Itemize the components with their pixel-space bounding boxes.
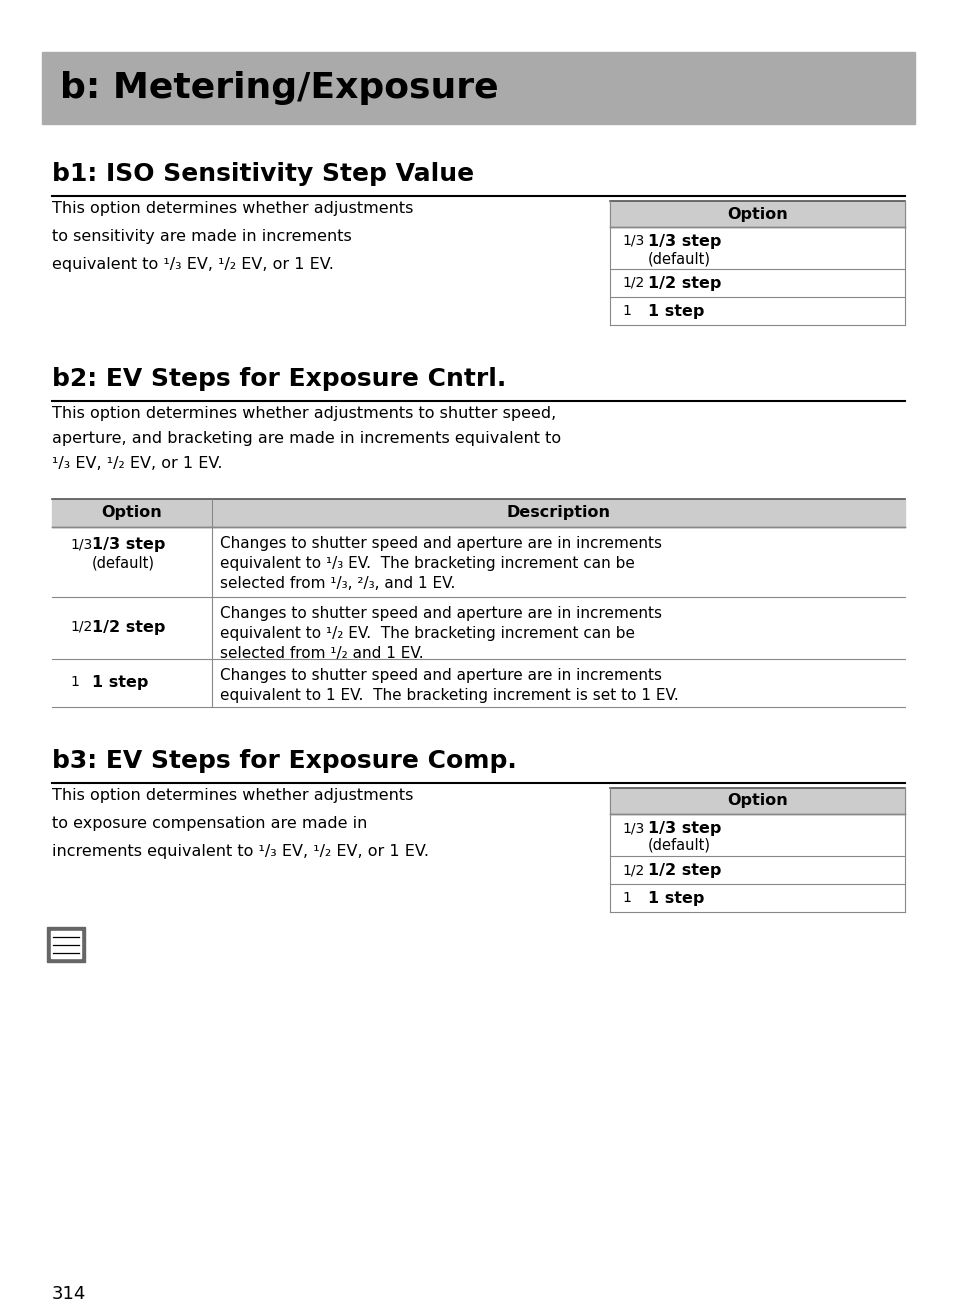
- Text: 1: 1: [70, 675, 79, 689]
- Text: 1/3: 1/3: [70, 537, 92, 551]
- Text: Changes to shutter speed and aperture are in increments: Changes to shutter speed and aperture ar…: [220, 606, 661, 622]
- Text: Changes to shutter speed and aperture are in increments: Changes to shutter speed and aperture ar…: [220, 536, 661, 551]
- Text: (default): (default): [647, 838, 710, 853]
- Text: 1 step: 1 step: [647, 891, 703, 905]
- Text: b2: EV Steps for Exposure Cntrl.: b2: EV Steps for Exposure Cntrl.: [52, 367, 506, 392]
- Bar: [42, 53, 914, 124]
- Bar: [51, 932, 81, 958]
- Text: equivalent to ¹/₃ EV, ¹/₂ EV, or 1 EV.: equivalent to ¹/₃ EV, ¹/₂ EV, or 1 EV.: [52, 258, 334, 272]
- Bar: [47, 926, 85, 962]
- Text: This option determines whether adjustments to shutter speed,: This option determines whether adjustmen…: [52, 406, 556, 420]
- Text: 1/3 step: 1/3 step: [647, 234, 720, 248]
- Text: Changes to shutter speed and aperture are in increments: Changes to shutter speed and aperture ar…: [220, 668, 661, 683]
- Text: b3: EV Steps for Exposure Comp.: b3: EV Steps for Exposure Comp.: [52, 749, 517, 773]
- Text: 1/2: 1/2: [70, 620, 92, 633]
- Bar: [609, 201, 904, 227]
- Text: This option determines whether adjustments: This option determines whether adjustmen…: [52, 788, 413, 803]
- Text: 1/2: 1/2: [621, 863, 643, 876]
- Text: ¹/₃ EV, ¹/₂ EV, or 1 EV.: ¹/₃ EV, ¹/₂ EV, or 1 EV.: [52, 456, 222, 470]
- Text: equivalent to ¹/₂ EV.  The bracketing increment can be: equivalent to ¹/₂ EV. The bracketing inc…: [220, 625, 635, 641]
- Text: (default): (default): [91, 555, 154, 570]
- Text: Option: Option: [726, 206, 787, 222]
- Text: b1: ISO Sensitivity Step Value: b1: ISO Sensitivity Step Value: [52, 162, 474, 187]
- Text: 1/3 step: 1/3 step: [647, 821, 720, 836]
- Text: to sensitivity are made in increments: to sensitivity are made in increments: [52, 229, 352, 244]
- Text: 1/2 step: 1/2 step: [647, 276, 720, 290]
- Text: Option: Option: [102, 506, 162, 520]
- Text: This option determines whether adjustments: This option determines whether adjustmen…: [52, 201, 413, 215]
- Text: (default): (default): [647, 251, 710, 265]
- Bar: [609, 788, 904, 813]
- Text: to exposure compensation are made in: to exposure compensation are made in: [52, 816, 367, 830]
- Text: 1 step: 1 step: [91, 675, 149, 690]
- Text: 1 step: 1 step: [647, 304, 703, 319]
- Text: 1: 1: [621, 891, 630, 905]
- Text: Option: Option: [726, 794, 787, 808]
- Text: 1/2 step: 1/2 step: [647, 863, 720, 878]
- Text: 1/3: 1/3: [621, 821, 643, 834]
- Text: b: Metering/Exposure: b: Metering/Exposure: [60, 71, 498, 105]
- Text: 1/3 step: 1/3 step: [91, 537, 165, 552]
- Text: equivalent to 1 EV.  The bracketing increment is set to 1 EV.: equivalent to 1 EV. The bracketing incre…: [220, 689, 678, 703]
- Text: 314: 314: [52, 1285, 87, 1303]
- Text: selected from ¹/₃, ²/₃, and 1 EV.: selected from ¹/₃, ²/₃, and 1 EV.: [220, 576, 455, 591]
- Text: selected from ¹/₂ and 1 EV.: selected from ¹/₂ and 1 EV.: [220, 646, 423, 661]
- Text: equivalent to ¹/₃ EV.  The bracketing increment can be: equivalent to ¹/₃ EV. The bracketing inc…: [220, 556, 634, 572]
- Text: aperture, and bracketing are made in increments equivalent to: aperture, and bracketing are made in inc…: [52, 431, 560, 445]
- Text: increments equivalent to ¹/₃ EV, ¹/₂ EV, or 1 EV.: increments equivalent to ¹/₃ EV, ¹/₂ EV,…: [52, 844, 429, 859]
- Text: 1/3: 1/3: [621, 234, 643, 248]
- Text: 1: 1: [621, 304, 630, 318]
- Bar: [52, 499, 904, 527]
- Text: Description: Description: [506, 506, 610, 520]
- Text: 1/2: 1/2: [621, 276, 643, 290]
- Text: 1/2 step: 1/2 step: [91, 620, 165, 635]
